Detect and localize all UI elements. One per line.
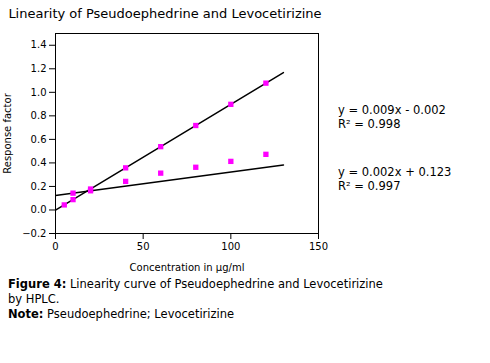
svg-text:0.0: 0.0 — [31, 204, 47, 215]
svg-text:0: 0 — [52, 241, 58, 252]
html-text:R² = 0.998: R² = 0.998 — [338, 117, 401, 131]
svg-text:0.4: 0.4 — [31, 157, 47, 168]
svg-text:0.2: 0.2 — [31, 181, 47, 192]
svg-text:0.6: 0.6 — [31, 134, 47, 145]
svg-text:0.8: 0.8 — [31, 110, 47, 121]
html-text:y = 0.009x - 0.002: y = 0.009x - 0.002 — [338, 103, 446, 117]
svg-text:Response factor: Response factor — [2, 92, 13, 173]
html-text:R² = 0.997: R² = 0.997 — [338, 179, 401, 193]
html-text:Figure 4: Linearity curve of P: Figure 4: Linearity curve of Pseudoephed… — [8, 277, 383, 291]
html-text:Note: Pseudoephedrine; Levocet: Note: Pseudoephedrine; Levocetirizine — [8, 307, 235, 321]
svg-text:50: 50 — [137, 241, 150, 252]
svg-text:1.4: 1.4 — [31, 39, 47, 50]
html-text:by HPLC.: by HPLC. — [8, 292, 60, 306]
svg-text:150: 150 — [309, 241, 328, 252]
svg-text:1.0: 1.0 — [31, 87, 47, 98]
svg-text:1.2: 1.2 — [31, 63, 47, 74]
svg-text:Concentration in µg/ml: Concentration in µg/ml — [130, 262, 245, 273]
svg-text:−0.2: −0.2 — [22, 228, 46, 239]
svg-text:100: 100 — [221, 241, 240, 252]
html-text:y = 0.002x + 0.123: y = 0.002x + 0.123 — [338, 165, 452, 179]
html-text:Linearity of Pseudoephedrine a: Linearity of Pseudoephedrine and Levocet… — [8, 6, 322, 21]
